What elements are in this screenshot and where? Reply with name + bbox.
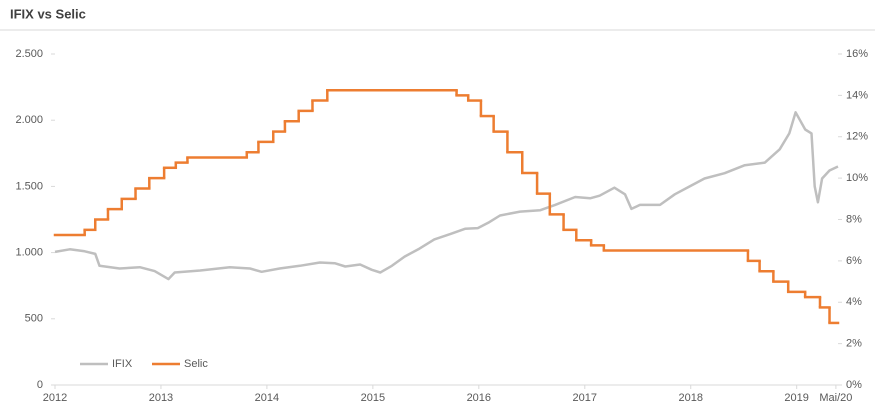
y-tick-label: 2.000 (15, 114, 43, 126)
y2-tick-label: 14% (846, 89, 868, 101)
y2-tick-label: 6% (846, 255, 862, 267)
x-tick-label: 2019 (784, 392, 808, 403)
x-tick-label: 2012 (43, 392, 67, 403)
x-tick-label: 2014 (255, 392, 279, 403)
x-tick-label: 2017 (573, 392, 597, 403)
y2-tick-label: 12% (846, 131, 868, 143)
y2-tick-label: 2% (846, 338, 862, 350)
y2-tick-label: 10% (846, 172, 868, 184)
x-tick-label: 2015 (361, 392, 385, 403)
x-tick-label: 2018 (678, 392, 702, 403)
y-tick-label: 1.500 (15, 180, 43, 192)
y2-tick-label: 8% (846, 213, 862, 225)
y-tick-label: 500 (25, 313, 43, 325)
y-tick-label: 2.500 (15, 48, 43, 60)
y2-tick-label: 4% (846, 296, 862, 308)
y-tick-label: 0 (37, 379, 43, 391)
x-tick-label: 2013 (149, 392, 173, 403)
y2-tick-label: 0% (846, 379, 862, 391)
x-tick-label: Mai/20 (819, 392, 852, 403)
legend-label: Selic (184, 358, 208, 370)
x-tick-label: 2016 (467, 392, 491, 403)
chart-title: IFIX vs Selic (10, 6, 86, 21)
line-series (54, 111, 839, 281)
y-tick-label: 1.000 (15, 247, 43, 259)
legend-label: IFIX (112, 358, 133, 370)
y2-tick-label: 16% (846, 48, 868, 60)
